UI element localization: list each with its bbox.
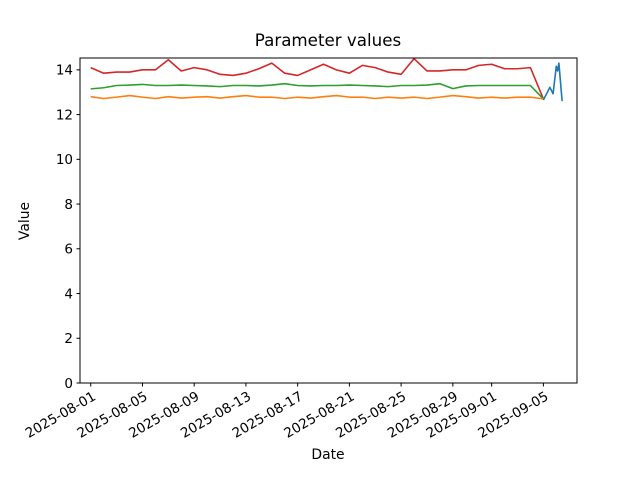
- y-tick-label: 6: [64, 242, 73, 258]
- y-tick-label: 8: [64, 197, 73, 213]
- y-tick-label: 12: [56, 107, 73, 123]
- series-line-green: [90, 82, 544, 100]
- chart-title: Parameter values: [255, 30, 401, 50]
- series-layer: [90, 57, 563, 102]
- axes-layer: 2025-08-012025-08-052025-08-092025-08-13…: [23, 57, 578, 442]
- series-line-blue: [542, 62, 563, 102]
- y-tick-label: 10: [56, 152, 73, 168]
- plot-border: [79, 57, 578, 384]
- y-axis-label: Value: [17, 202, 33, 240]
- series-line-red: [90, 57, 545, 100]
- y-tick-label: 2: [64, 331, 73, 347]
- y-tick-label: 0: [64, 376, 73, 392]
- x-axis-label: Date: [311, 447, 344, 463]
- series-line-orange: [90, 94, 544, 100]
- y-tick-label: 14: [56, 63, 73, 79]
- y-tick-label: 4: [64, 286, 73, 302]
